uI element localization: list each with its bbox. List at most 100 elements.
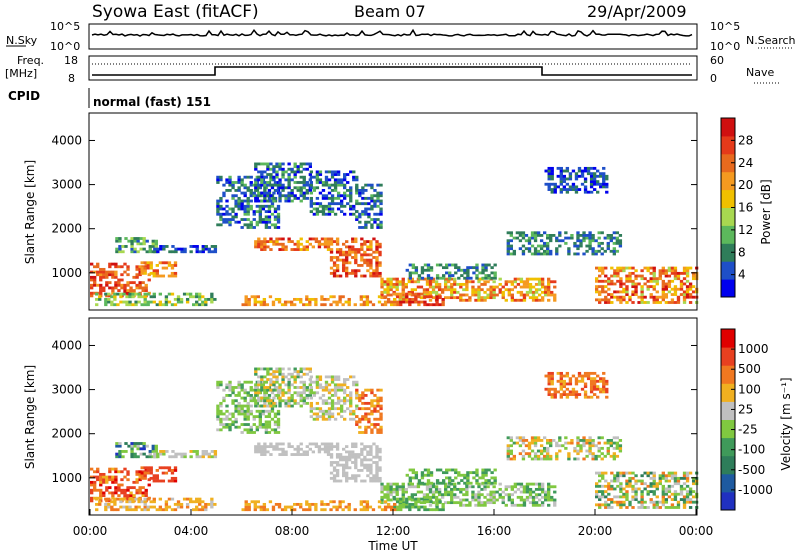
- power-cell: [299, 194, 303, 198]
- power-cell: [631, 271, 635, 275]
- velocity-cell: [604, 500, 608, 504]
- velocity-cell: [321, 394, 326, 397]
- velocity-cell: [528, 495, 533, 499]
- power-cell: [389, 303, 394, 307]
- velocity-cell: [225, 425, 229, 429]
- velocity-cell: [612, 452, 617, 456]
- power-cell: [493, 271, 497, 275]
- velocity-cell: [162, 452, 166, 456]
- power-cell: [528, 285, 533, 289]
- power-cell: [591, 239, 595, 243]
- velocity-cell: [234, 417, 238, 421]
- power-cell: [267, 207, 272, 211]
- velocity-cell: [521, 449, 526, 453]
- power-cell: [558, 244, 562, 248]
- power-cell: [290, 194, 294, 198]
- velocity-cell: [465, 503, 469, 507]
- power-cell: [266, 183, 270, 187]
- velocity-cell: [338, 505, 342, 509]
- power-cell: [376, 194, 380, 198]
- velocity-cell: [362, 500, 367, 504]
- power-cell: [315, 178, 320, 182]
- velocity-cell: [367, 401, 371, 405]
- power-cell: [527, 247, 532, 251]
- velocity-cell: [332, 505, 336, 509]
- velocity-cell: [358, 420, 362, 424]
- power-cell: [369, 271, 373, 275]
- power-cell: [234, 199, 238, 203]
- power-cell: [173, 271, 178, 275]
- power-cell: [379, 223, 383, 227]
- power-cell: [120, 283, 124, 287]
- velocity-cell: [266, 396, 270, 400]
- power-cell: [348, 271, 352, 275]
- power-cell: [445, 263, 449, 267]
- velocity-cell: [495, 498, 499, 502]
- velocity-cell: [359, 500, 363, 504]
- power-cell: [649, 279, 653, 283]
- power-cell: [513, 298, 518, 302]
- power-cell: [330, 210, 335, 214]
- velocity-cell: [493, 476, 497, 480]
- power-cell: [273, 226, 278, 229]
- velocity-cell: [330, 388, 335, 392]
- power-cell: [366, 264, 370, 267]
- velocity-cell: [110, 500, 114, 504]
- power-cell: [616, 279, 620, 283]
- velocity-colorbar-label: Velocity [m s⁻¹]: [779, 377, 793, 470]
- velocity-cell: [567, 441, 571, 445]
- power-cell: [246, 223, 250, 227]
- velocity-cell: [257, 383, 261, 387]
- velocity-cell: [596, 387, 600, 391]
- power-cell: [606, 244, 610, 248]
- power-cell: [165, 245, 169, 248]
- velocity-cell: [320, 508, 324, 512]
- power-cell: [549, 239, 553, 243]
- colorbar-swatch: [721, 189, 735, 208]
- velocity-cell: [358, 417, 362, 421]
- power-cell: [176, 297, 181, 301]
- power-cell: [253, 303, 257, 307]
- velocity-cell: [507, 498, 511, 502]
- power-cell: [618, 234, 623, 237]
- velocity-cell: [550, 387, 554, 391]
- power-cell: [339, 210, 344, 214]
- power-cell: [351, 240, 355, 244]
- velocity-cell: [281, 380, 285, 384]
- power-cell: [287, 199, 291, 203]
- velocity-cell: [228, 428, 232, 432]
- colorbar-swatch: [721, 279, 735, 298]
- power-cell: [327, 207, 332, 211]
- velocity-cell: [516, 487, 521, 491]
- power-cell: [261, 207, 266, 211]
- power-cell: [444, 280, 448, 284]
- power-cell: [252, 218, 256, 221]
- power-cell: [609, 239, 613, 243]
- x-tick-label: 00:00: [73, 524, 108, 538]
- power-cell: [102, 286, 106, 290]
- velocity-cell: [284, 404, 288, 408]
- velocity-cell: [243, 388, 247, 392]
- velocity-cell: [622, 492, 626, 496]
- velocity-cell: [376, 423, 380, 426]
- power-cell: [475, 263, 479, 267]
- velocity-cell: [506, 444, 510, 448]
- power-cell: [360, 264, 364, 267]
- velocity-cell: [484, 473, 488, 477]
- velocity-cell: [185, 497, 190, 501]
- power-cell: [290, 248, 294, 251]
- velocity-cell: [192, 508, 196, 512]
- power-cell: [107, 297, 111, 301]
- velocity-cell: [408, 476, 412, 480]
- power-cell: [373, 204, 377, 208]
- power-cell: [275, 175, 279, 179]
- velocity-cell: [655, 487, 659, 491]
- power-cell: [333, 186, 338, 190]
- power-cell: [312, 189, 317, 192]
- power-cell: [254, 245, 258, 249]
- velocity-cell: [431, 501, 436, 505]
- power-cell: [257, 162, 261, 166]
- power-cell: [404, 285, 408, 289]
- power-cell: [481, 276, 485, 280]
- velocity-cell: [148, 450, 152, 453]
